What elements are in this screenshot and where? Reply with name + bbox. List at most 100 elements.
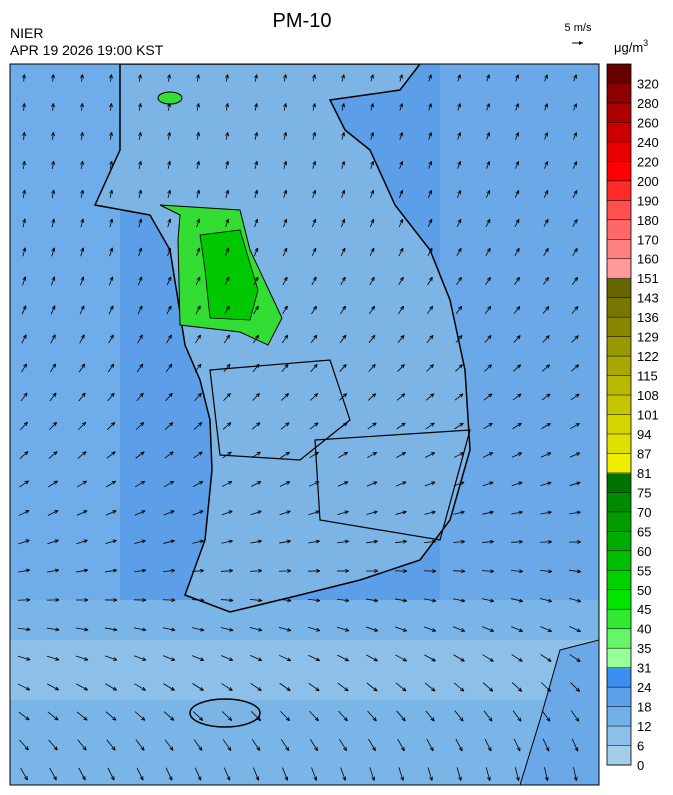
wind-arrow: [572, 247, 578, 256]
wind-arrow: [515, 132, 519, 140]
wind-arrow: [369, 305, 376, 315]
wind-arrow: [368, 738, 376, 752]
wind-arrow: [307, 626, 321, 632]
wind-arrow: [369, 276, 375, 286]
wind-arrow: [542, 306, 550, 314]
wind-arrow: [337, 654, 350, 662]
wind-arrow: [370, 189, 375, 198]
colorbar-tick-label: 136: [637, 310, 659, 325]
wind-arrow: [455, 334, 463, 343]
colorbar-tick-label: 35: [637, 641, 651, 656]
wind-arrow: [428, 132, 432, 140]
colorbar-tick-label: 200: [637, 174, 659, 189]
wind-arrow: [309, 451, 319, 459]
colorbar-tick-label: 94: [637, 427, 651, 442]
wind-arrow: [511, 682, 523, 692]
colorbar-segment: [607, 200, 631, 221]
wind-arrow: [22, 160, 26, 170]
wind-arrow: [540, 510, 552, 515]
wind-arrow: [106, 451, 116, 459]
wind-arrow: [425, 710, 435, 722]
wind-arrow: [512, 393, 522, 401]
wind-arrow: [308, 654, 321, 662]
wind-arrow: [105, 683, 117, 691]
wind-arrow: [283, 218, 288, 228]
wind-arrow: [164, 739, 174, 751]
wind-arrow: [338, 422, 348, 430]
wind-arrow: [80, 103, 84, 111]
wind-arrow: [426, 334, 434, 343]
wind-arrow: [163, 568, 176, 573]
wind-arrow: [341, 189, 346, 199]
wind-arrow: [49, 421, 58, 431]
wind-arrow: [222, 739, 232, 751]
source: NIER: [10, 25, 43, 41]
wind-arrow: [20, 767, 28, 781]
wind-arrow: [282, 276, 288, 286]
wind-arrow: [191, 655, 205, 661]
wind-arrow: [18, 568, 31, 573]
wind-arrow: [109, 189, 114, 199]
wind-arrow: [339, 334, 347, 344]
colorbar-segment: [607, 433, 631, 454]
wind-arrow: [454, 422, 464, 430]
wind-arrow: [283, 160, 287, 169]
wind-arrow: [424, 654, 436, 662]
wind-arrow: [104, 627, 118, 632]
wind-arrow: [453, 539, 465, 544]
wind-arrow: [544, 767, 549, 781]
wind-arrow: [540, 452, 552, 458]
wind-arrow: [282, 305, 288, 315]
wind-arrow: [137, 334, 143, 344]
wind-arrow: [543, 276, 550, 285]
wind-arrow: [279, 654, 292, 662]
colorbar-tick-label: 12: [637, 719, 651, 734]
wind-arrow: [308, 682, 320, 692]
wind-arrow: [80, 276, 85, 286]
wind-arrow: [569, 452, 581, 458]
colorbar-segment: [607, 258, 631, 279]
wind-arrow: [76, 711, 88, 721]
wind-arrow: [225, 74, 229, 82]
wind-arrow: [457, 132, 461, 140]
wind-arrow: [220, 627, 234, 632]
wind-arrow: [20, 392, 28, 402]
wind-arrow: [341, 132, 345, 140]
wind-arrow: [195, 305, 201, 315]
colorbar-tick-label: 260: [637, 115, 659, 130]
wind-arrow: [281, 363, 289, 373]
wind-arrow: [167, 103, 171, 111]
wind-arrow: [224, 276, 230, 286]
wind-arrow: [428, 74, 432, 82]
wind-arrow: [482, 510, 494, 515]
wind-arrow: [134, 568, 147, 573]
wind-arrow: [138, 247, 143, 257]
wind-arrow: [454, 393, 464, 401]
wind-arrow: [106, 480, 117, 488]
wind-arrow: [569, 654, 581, 662]
wind-arrow: [309, 710, 319, 722]
unit: μg/m3: [614, 38, 648, 55]
colorbar-segment: [607, 726, 631, 747]
wind-arrow: [311, 305, 317, 315]
wind-arrow: [104, 598, 118, 602]
wind-arrow: [312, 132, 316, 140]
wind-arrow: [225, 189, 230, 199]
wind-arrow: [573, 103, 577, 111]
wind-arrow: [196, 103, 200, 111]
wind-arrow: [397, 305, 405, 315]
wind-arrow: [220, 598, 234, 603]
wind-arrow: [366, 569, 379, 573]
wind-arrow: [424, 481, 436, 487]
wind-arrow: [191, 627, 205, 632]
wind-arrow: [368, 334, 376, 344]
wind-arrow: [51, 218, 56, 228]
wind-arrow: [225, 218, 230, 228]
wind-arrow: [484, 335, 492, 343]
wind-arrow: [46, 598, 60, 602]
wind-arrow: [571, 306, 579, 314]
wind-arrow: [280, 451, 290, 459]
wind-arrow: [283, 132, 287, 140]
wind-arrow: [221, 481, 233, 487]
wind-arrow: [369, 767, 375, 781]
